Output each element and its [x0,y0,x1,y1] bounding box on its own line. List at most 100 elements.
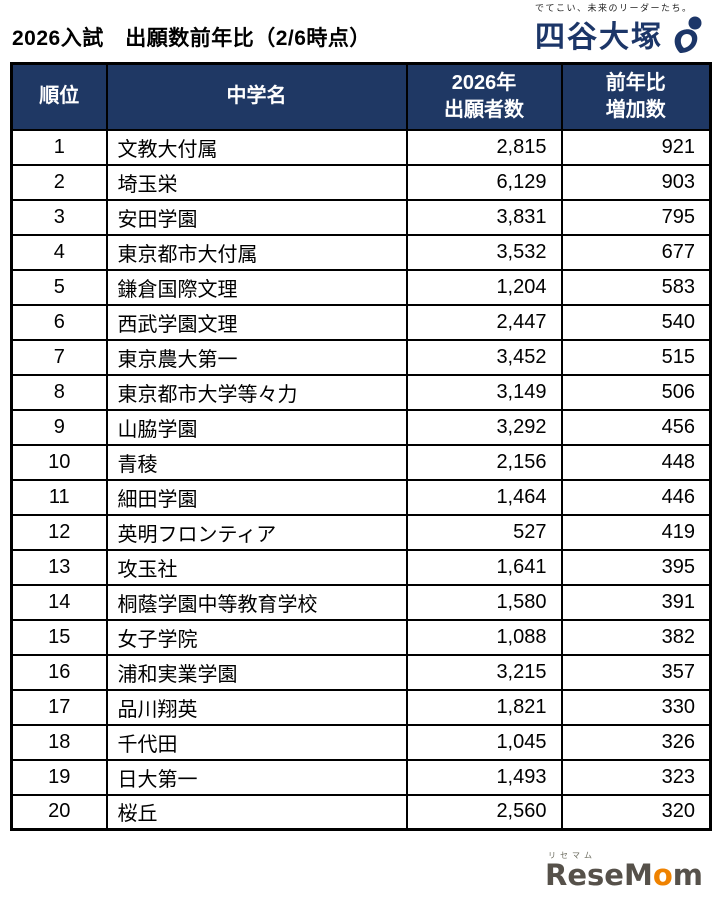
table-body: 1 文教大付属 2,815 921 2 埼玉栄 6,129 903 3 安田学園 3,831 795 4… [10,128,712,831]
row-applicants: 1,045 [405,723,563,761]
table-row: 18 千代田 1,045 326 [10,723,712,761]
table-row: 19 日大第一 1,493 323 [10,758,712,796]
row-school: 青稜 [105,443,408,481]
row-school: 細田学園 [105,478,408,516]
header-school: 中学名 [105,62,408,131]
ranking-table: 順位 中学名 2026年 出願者数 前年比 増加数 1 文教大付属 2,815 921… [10,62,712,831]
row-increase: 391 [560,583,712,621]
row-rank: 17 [10,688,108,726]
table-row: 12 英明フロンティア 527 419 [10,513,712,551]
table-row: 7 東京農大第一 3,452 515 [10,338,712,376]
header-increase: 前年比 増加数 [560,62,712,131]
table-header: 順位 中学名 2026年 出願者数 前年比 増加数 [10,62,712,131]
row-applicants: 1,821 [405,688,563,726]
header-row: 順位 中学名 2026年 出願者数 前年比 増加数 [10,62,712,131]
row-rank: 16 [10,653,108,691]
row-applicants: 2,156 [405,443,563,481]
table-row: 9 山脇学園 3,292 456 [10,408,712,446]
row-applicants: 527 [405,513,563,551]
row-school: 東京都市大付属 [105,233,408,271]
row-increase: 456 [560,408,712,446]
row-rank: 2 [10,163,108,201]
row-school: 西武学園文理 [105,303,408,341]
row-increase: 323 [560,758,712,796]
row-rank: 19 [10,758,108,796]
row-increase: 320 [560,793,712,831]
row-increase: 795 [560,198,712,236]
row-applicants: 1,580 [405,583,563,621]
row-increase: 448 [560,443,712,481]
row-rank: 8 [10,373,108,411]
row-increase: 419 [560,513,712,551]
row-school: 女子学院 [105,618,408,656]
row-rank: 15 [10,618,108,656]
row-applicants: 1,493 [405,758,563,796]
row-increase: 540 [560,303,712,341]
row-rank: 5 [10,268,108,306]
brand-logo: でてこい、未来のリーダーたち。 四谷大塚 [535,1,705,60]
row-school: 安田学園 [105,198,408,236]
table-row: 8 東京都市大学等々力 3,149 506 [10,373,712,411]
row-school: 千代田 [105,723,408,761]
row-increase: 326 [560,723,712,761]
row-rank: 14 [10,583,108,621]
row-increase: 515 [560,338,712,376]
row-increase: 395 [560,548,712,586]
footer-logo: リセマム ReseMom [545,850,703,890]
row-rank: 7 [10,338,108,376]
row-school: 攻玉社 [105,548,408,586]
row-applicants: 2,815 [405,128,563,166]
resemom-logo: ReseMom [545,858,703,892]
row-rank: 9 [10,408,108,446]
resemom-logo-part1: ReseM [545,858,653,892]
row-school: 英明フロンティア [105,513,408,551]
row-rank: 10 [10,443,108,481]
row-school: 浦和実業学園 [105,653,408,691]
table-row: 13 攻玉社 1,641 395 [10,548,712,586]
row-rank: 11 [10,478,108,516]
table-row: 3 安田学園 3,831 795 [10,198,712,236]
row-applicants: 2,447 [405,303,563,341]
table-row: 6 西武学園文理 2,447 540 [10,303,712,341]
row-school: 東京農大第一 [105,338,408,376]
row-school: 日大第一 [105,758,408,796]
row-rank: 4 [10,233,108,271]
row-rank: 3 [10,198,108,236]
table-row: 11 細田学園 1,464 446 [10,478,712,516]
header-applicants: 2026年 出願者数 [405,62,563,131]
row-applicants: 3,292 [405,408,563,446]
row-applicants: 3,532 [405,233,563,271]
row-school: 埼玉栄 [105,163,408,201]
row-applicants: 1,641 [405,548,563,586]
row-rank: 12 [10,513,108,551]
page-title: 2026入試 出願数前年比（2/6時点） [12,27,371,50]
brand-row: 四谷大塚 [535,15,705,60]
row-school: 鎌倉国際文理 [105,268,408,306]
table-row: 10 青稜 2,156 448 [10,443,712,481]
row-increase: 677 [560,233,712,271]
header-rank: 順位 [10,62,108,131]
row-increase: 921 [560,128,712,166]
table-row: 15 女子学院 1,088 382 [10,618,712,656]
row-increase: 446 [560,478,712,516]
table-row: 17 品川翔英 1,821 330 [10,688,712,726]
table-row: 2 埼玉栄 6,129 903 [10,163,712,201]
row-school: 山脇学園 [105,408,408,446]
brand-name: 四谷大塚 [535,20,663,54]
footer-logo-kana: リセマム [548,851,597,860]
row-increase: 330 [560,688,712,726]
row-increase: 382 [560,618,712,656]
row-applicants: 1,204 [405,268,563,306]
row-rank: 20 [10,793,108,831]
row-increase: 903 [560,163,712,201]
resemom-logo-part2: m [672,858,703,892]
row-applicants: 1,464 [405,478,563,516]
table-row: 5 鎌倉国際文理 1,204 583 [10,268,712,306]
table-row: 14 桐蔭学園中等教育学校 1,580 391 [10,583,712,621]
table-row: 1 文教大付属 2,815 921 [10,128,712,166]
brand-tagline: でてこい、未来のリーダーたち。 [535,3,693,13]
table-row: 20 桜丘 2,560 320 [10,793,712,831]
row-applicants: 3,149 [405,373,563,411]
row-rank: 18 [10,723,108,761]
